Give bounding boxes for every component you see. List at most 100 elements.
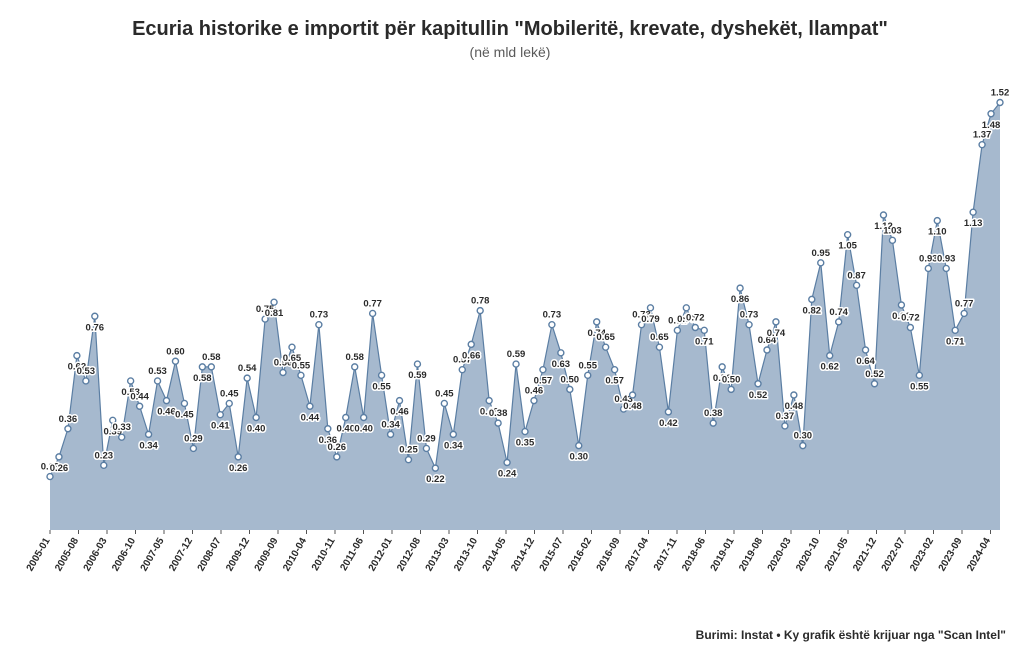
data-marker [764, 347, 770, 353]
x-tick-label: 2017-11 [652, 536, 680, 573]
data-label: 0.93 [937, 253, 956, 264]
data-marker [155, 378, 161, 384]
data-marker [522, 429, 528, 435]
x-tick-label: 2006-10 [110, 536, 138, 574]
x-tick-label: 2011-06 [338, 536, 366, 573]
data-label: 0.26 [50, 463, 69, 474]
x-tick-label: 2005-08 [53, 536, 81, 574]
data-marker [379, 372, 385, 378]
data-label: 1.05 [838, 241, 857, 252]
x-tick-label: 2014-05 [481, 536, 509, 574]
data-label: 0.72 [686, 313, 705, 324]
data-marker [405, 457, 411, 463]
data-label: 0.50 [561, 374, 580, 385]
data-marker [298, 372, 304, 378]
data-marker [181, 400, 187, 406]
data-label: 1.52 [991, 88, 1010, 99]
data-label: 0.46 [525, 386, 544, 397]
data-label: 0.79 [641, 314, 660, 325]
data-label: 0.41 [211, 421, 230, 432]
data-label: 0.77 [955, 298, 974, 309]
data-marker [674, 327, 680, 333]
x-tick-label: 2016-09 [595, 536, 623, 574]
data-marker [486, 398, 492, 404]
data-marker [540, 367, 546, 373]
x-tick: 2017-11 [652, 536, 680, 573]
data-marker [370, 310, 376, 316]
x-tick: 2013-10 [452, 536, 480, 574]
data-label: 0.62 [820, 362, 839, 373]
data-marker [630, 392, 636, 398]
data-marker [656, 344, 662, 350]
data-label: 0.46 [390, 407, 409, 418]
data-marker [316, 322, 322, 328]
x-tick: 2019-01 [709, 536, 737, 574]
x-tick: 2005-08 [53, 536, 81, 574]
data-marker [83, 378, 89, 384]
data-marker [504, 460, 510, 466]
data-label: 0.59 [408, 370, 427, 381]
data-marker [432, 465, 438, 471]
x-tick: 2009-12 [224, 536, 252, 574]
data-marker [836, 319, 842, 325]
data-marker [791, 392, 797, 398]
data-marker [450, 431, 456, 437]
data-label: 0.40 [247, 424, 266, 435]
data-label: 0.44 [301, 412, 320, 423]
data-marker [423, 445, 429, 451]
data-label: 0.37 [776, 411, 795, 422]
data-marker [952, 327, 958, 333]
x-tick-label: 2018-06 [680, 536, 708, 574]
data-label: 0.40 [354, 424, 373, 435]
data-label: 0.33 [112, 422, 131, 433]
x-tick-label: 2012-01 [367, 536, 395, 574]
x-tick: 2024-04 [965, 536, 993, 574]
x-tick-label: 2010-11 [310, 536, 338, 573]
data-marker [244, 375, 250, 381]
x-tick: 2023-02 [908, 536, 936, 574]
x-tick: 2018-06 [680, 536, 708, 574]
data-marker [997, 100, 1003, 106]
data-label: 0.58 [202, 352, 221, 363]
data-marker [809, 296, 815, 302]
x-tick-label: 2017-04 [623, 536, 651, 574]
x-tick-label: 2022-07 [880, 536, 908, 574]
x-tick-label: 2023-02 [908, 536, 936, 574]
data-marker [513, 361, 519, 367]
data-label: 0.26 [328, 442, 347, 453]
data-marker [800, 443, 806, 449]
data-marker [728, 386, 734, 392]
x-tick-label: 2023-09 [937, 536, 965, 574]
data-marker [576, 443, 582, 449]
data-marker [594, 319, 600, 325]
data-marker [898, 302, 904, 308]
data-marker [137, 403, 143, 409]
data-marker [549, 322, 555, 328]
data-label: 0.72 [901, 313, 920, 324]
data-label: 0.82 [803, 305, 822, 316]
data-marker [907, 325, 913, 331]
data-marker [755, 381, 761, 387]
data-marker [459, 367, 465, 373]
x-tick-label: 2019-08 [737, 536, 765, 574]
data-label: 0.45 [175, 409, 194, 420]
data-marker [603, 344, 609, 350]
data-marker [961, 310, 967, 316]
x-tick-label: 2016-02 [566, 536, 594, 574]
x-tick: 2021-12 [851, 536, 879, 574]
data-label: 1.37 [973, 130, 992, 141]
data-label: 0.30 [794, 431, 813, 442]
x-tick: 2020-03 [766, 536, 794, 574]
data-label: 0.45 [435, 388, 454, 399]
chart-subtitle: (në mld lekë) [0, 44, 1020, 60]
x-tick: 2006-03 [82, 536, 110, 574]
x-tick-label: 2019-01 [709, 536, 737, 574]
data-marker [737, 285, 743, 291]
data-label: 0.50 [722, 374, 741, 385]
x-tick-label: 2015-07 [538, 536, 566, 574]
data-label: 0.48 [623, 401, 642, 412]
data-label: 0.44 [130, 391, 149, 402]
data-marker [307, 403, 313, 409]
data-label: 1.13 [964, 218, 983, 229]
x-tick-label: 2020-03 [766, 536, 794, 574]
